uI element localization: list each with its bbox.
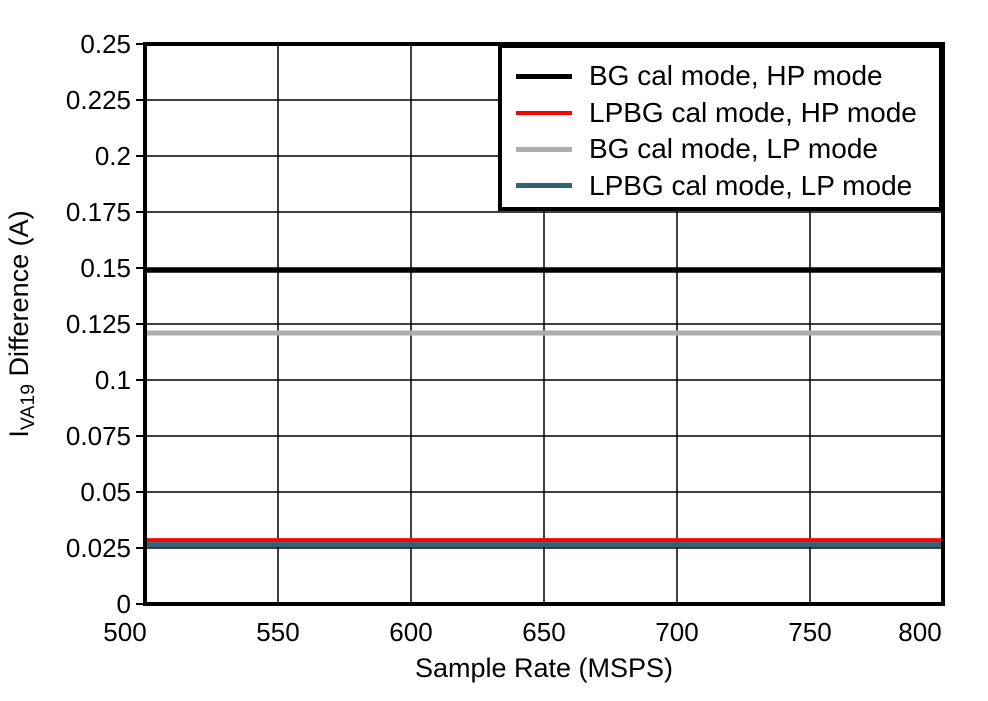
- y-tick-label: 0.125: [65, 309, 131, 339]
- y-tick-label: 0.225: [65, 85, 131, 115]
- legend-line-swatch: [516, 110, 572, 115]
- y-tick-label: 0.025: [65, 533, 131, 563]
- y-axis-title: IVA19 Difference (A): [4, 210, 40, 437]
- legend-label: LPBG cal mode, HP mode: [589, 96, 917, 128]
- y-tick-label: 0.15: [80, 253, 131, 283]
- x-tick-label: 650: [522, 617, 566, 647]
- legend-label: BG cal mode, HP mode: [589, 60, 883, 92]
- y-tick-label: 0.075: [65, 421, 131, 451]
- legend: BG cal mode, HP mode LPBG cal mode, HP mo…: [498, 44, 943, 211]
- x-tick-label: 600: [389, 617, 433, 647]
- y-tick-label: 0: [116, 589, 131, 619]
- x-tick-label: 700: [655, 617, 699, 647]
- y-tick-label: 0.05: [80, 477, 131, 507]
- y-tick-label: 0.1: [94, 365, 131, 395]
- y-tick-label: 0.25: [80, 29, 131, 59]
- legend-item: LPBG cal mode, LP mode: [516, 168, 939, 205]
- x-axis-title: Sample Rate (MSPS): [414, 653, 674, 683]
- x-tick-label: 500: [103, 617, 147, 647]
- y-tick-label: 0.175: [65, 197, 131, 227]
- legend-line-swatch: [516, 183, 572, 189]
- y-axis-title-suffix: Difference (A): [3, 210, 34, 384]
- x-tick-label: 550: [256, 617, 300, 647]
- legend-item: LPBG cal mode, HP mode: [516, 95, 939, 132]
- legend-label: BG cal mode, LP mode: [589, 133, 878, 165]
- legend-line-swatch: [516, 146, 572, 152]
- legend-item: BG cal mode, HP mode: [516, 58, 939, 95]
- y-axis-title-prefix: I: [3, 430, 34, 438]
- legend-line-swatch: [516, 73, 572, 79]
- y-axis-title-subscript: VA19: [17, 383, 40, 431]
- legend-label: LPBG cal mode, LP mode: [589, 169, 913, 201]
- y-tick-label: 0.2: [94, 141, 131, 171]
- legend-item: BG cal mode, LP mode: [516, 131, 939, 168]
- x-tick-label: 800: [898, 617, 942, 647]
- x-tick-label: 750: [788, 617, 832, 647]
